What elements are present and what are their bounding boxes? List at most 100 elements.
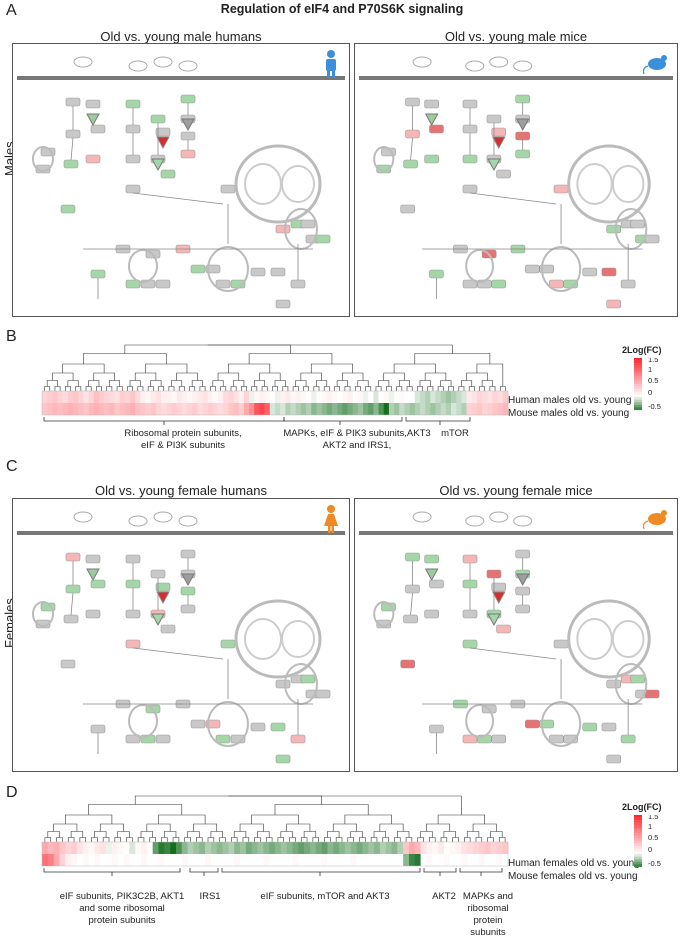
heatmap-cell [286,854,293,866]
heatmap-cell [88,391,95,403]
complex-ellipse [576,163,613,205]
group-label-mtor: mTOR [430,428,480,440]
heatmap-cell [146,842,153,854]
dendrogram-branch [313,386,320,391]
legend-swatch [634,402,642,405]
legend-swatch [634,822,642,826]
pathway-panel-male-humans [12,43,350,317]
heatmap-cell [383,391,390,403]
group-bracket [423,868,457,873]
dendrogram-branch [261,386,268,391]
heatmap-cell [409,391,416,403]
kinase-triangle [151,613,165,627]
dendrogram-branch [254,837,261,842]
dendrogram-branch [251,386,258,391]
dendrogram-branch [396,386,403,391]
protein-node [582,267,598,277]
heatmap-cell [455,854,462,866]
dendrogram-branch [117,831,130,838]
heatmap-cell [333,854,340,866]
heatmap-cell [233,391,240,403]
legend-swatch [634,407,642,411]
receptor-node [465,515,485,527]
dendrogram-branch [65,386,71,391]
group-bracket [43,417,285,422]
heatmap-cell [420,854,427,866]
heatmap-cell [78,403,84,415]
heatmap-cell [259,403,265,415]
heatmap-cell [238,391,245,403]
heatmap-cell [104,391,110,403]
dendrogram-branch [137,386,144,391]
dendrogram-branch [259,372,281,381]
heatmap-cell [175,842,183,854]
section-letter-d: D [6,784,18,801]
heatmap-cell [166,391,172,403]
dendrogram-branch [116,386,123,391]
protein-node [125,154,141,164]
kinase-triangle [424,113,439,127]
heatmap-cell [432,842,439,854]
protein-node [270,722,286,732]
group-label-irs1: IRS1 [193,891,227,903]
protein-node [90,724,106,734]
heatmap-cell [414,403,421,415]
legend-swatch [634,830,642,834]
group-bracket [283,417,403,422]
group-label-line: eIF subunits, mTOR and AKT3 [260,891,390,902]
heatmap-cell [280,842,287,854]
dendrogram-branch [357,380,369,387]
protein-node [424,154,439,164]
protein-node [125,279,141,289]
dendrogram-branch [176,372,198,381]
section-letter-c: C [6,458,18,475]
heatmap-cell [471,403,478,415]
heatmap-cell [117,854,124,866]
heatmap-cell [373,391,379,403]
dendrogram-branch [398,380,410,387]
row-label-human-males: Human males old vs. young [508,395,632,406]
heatmap-cell [254,391,260,403]
protein-node [85,554,101,564]
heatmap-cell [394,403,400,415]
heatmap-cell [352,391,359,403]
heatmap-cell [150,403,157,415]
connector-line [410,592,413,616]
heatmap-cell [304,842,311,854]
dendrogram-branch [147,386,154,391]
protein-node [155,582,171,592]
protein-node [180,131,196,141]
heatmap-cell [300,403,307,415]
heatmap-cell [426,842,433,854]
dendrogram-branch [127,386,133,391]
heatmap-cell [181,854,188,866]
protein-node [180,586,196,596]
heatmap-cell [440,403,447,415]
dendrogram-branch [233,831,247,838]
heatmap-cell [275,403,281,415]
protein-node [491,734,507,744]
heatmap-cell [374,854,381,866]
dendrogram-branch [75,386,82,391]
protein-node [63,614,79,624]
heatmap-cell [295,403,302,415]
heatmap-cell [52,391,58,403]
receptor-node [128,515,148,527]
heatmap-cell [123,842,130,854]
protein-node [90,124,106,134]
heatmap-cell [420,842,427,854]
dendrogram-branch [420,831,433,838]
dendrogram-branch [114,837,121,842]
heatmap-cell [129,842,136,854]
dendrogram-branch [336,380,348,387]
receptor-node [178,515,198,527]
legend-swatch [634,404,642,408]
mouse-icon [661,510,667,516]
heatmap-cell [292,842,299,854]
heatmap-cell [438,842,445,854]
heatmap-cell [124,403,131,415]
protein-node [160,624,176,634]
heatmap-cell [186,391,193,403]
heatmap-cell [176,391,183,403]
human-male-icon [332,70,335,78]
